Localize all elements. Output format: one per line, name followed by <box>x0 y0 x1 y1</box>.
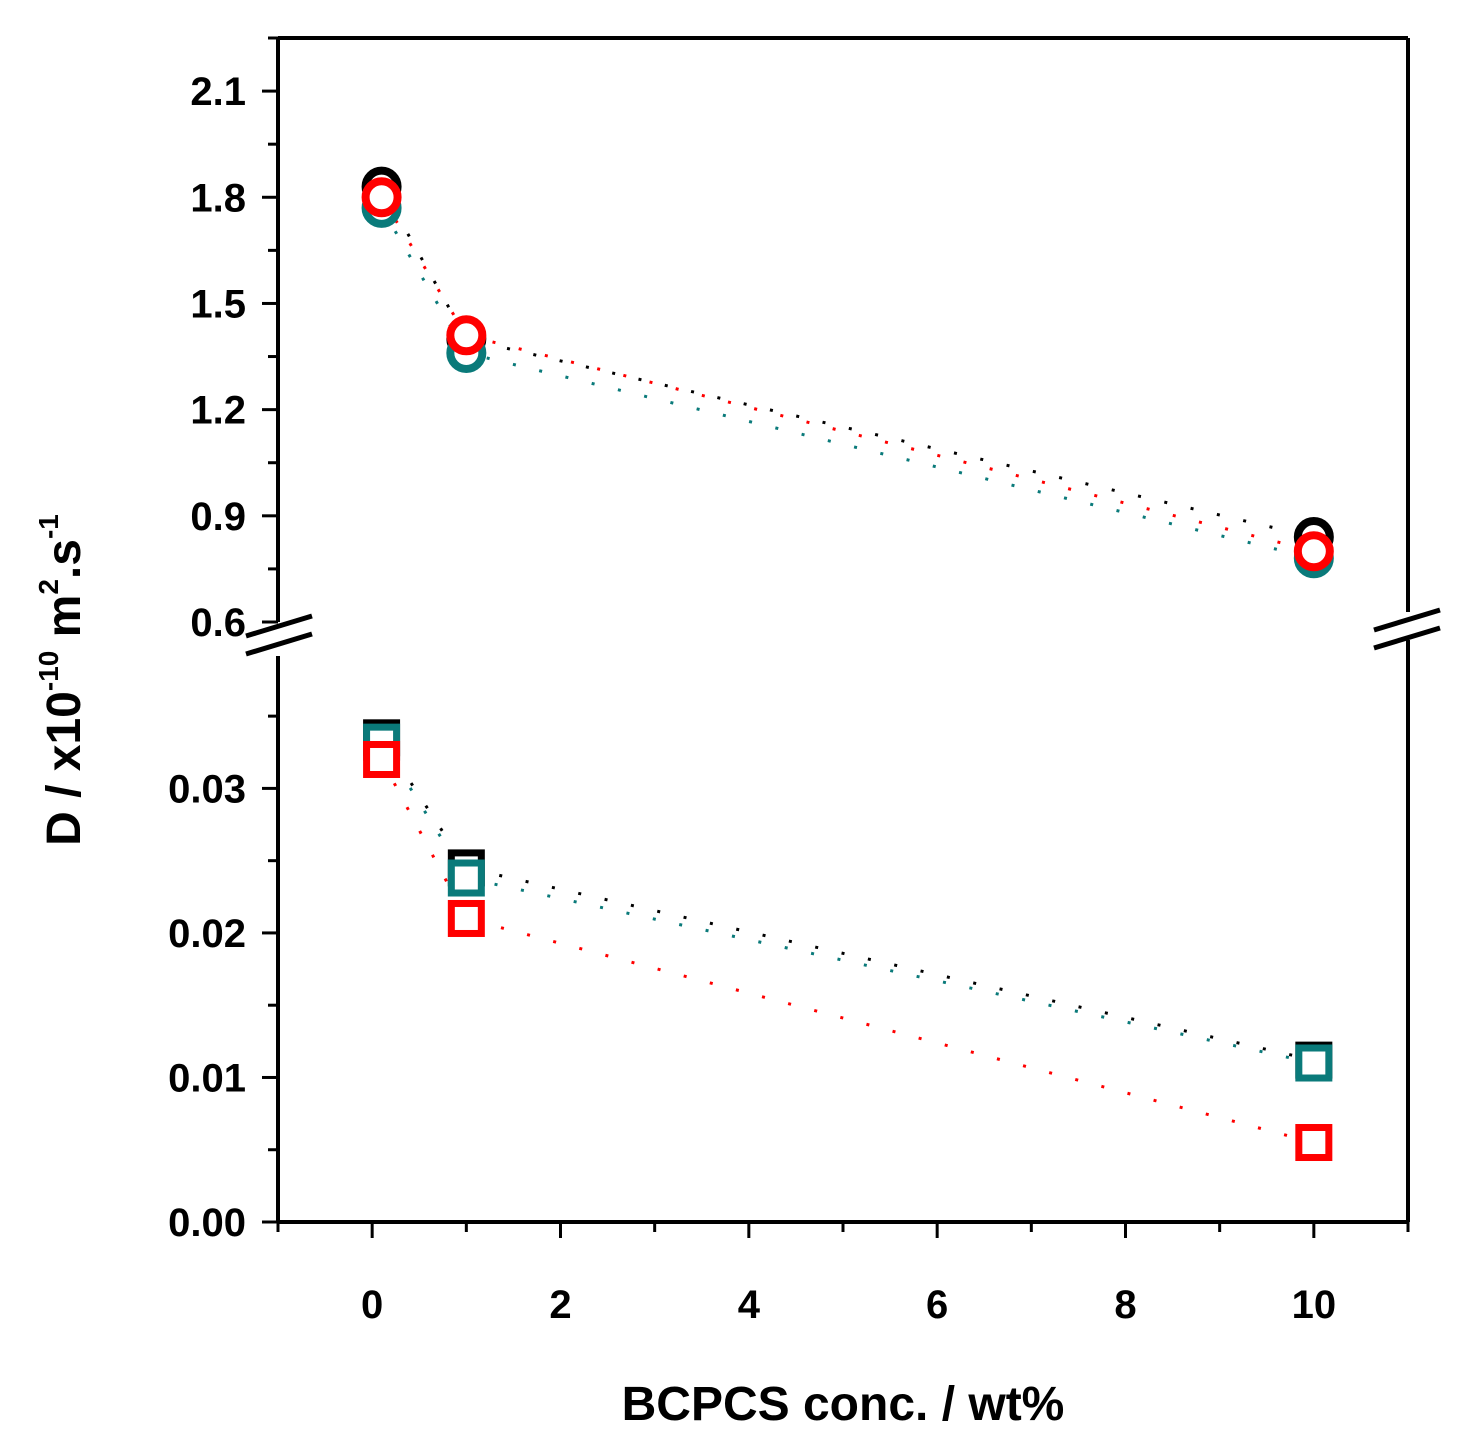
x-tick-label: 2 <box>549 1283 571 1327</box>
y-axis-title-unit1: m <box>38 595 91 651</box>
series-line-circle-teal <box>380 207 1315 560</box>
y-tick-label-upper: 0.6 <box>190 601 246 645</box>
ticks <box>262 36 1410 1238</box>
tick-labels: 0 2 4 6 8 10 0.6 0.9 1.2 1.5 1.8 2.1 0.00 0.01 0.02 0.0… <box>168 70 1336 1327</box>
marker-circle-red <box>361 177 402 218</box>
break-mark-left-1 <box>245 613 313 639</box>
y-tick-label-upper: 1.2 <box>190 389 246 433</box>
break-mark-left-2 <box>245 631 313 657</box>
y-axis-title-prefix: D / x10 <box>38 691 91 846</box>
marker-square-red <box>363 740 401 778</box>
y-tick-label-lower: 0.03 <box>168 767 246 811</box>
marker-square-teal <box>1295 1044 1333 1082</box>
x-axis-title: BCPCS conc. / wt% <box>622 1378 1065 1431</box>
x-tick-label: 6 <box>926 1283 948 1327</box>
y-axis-title-exp1: -10 <box>33 651 64 691</box>
y-axis-title-unit2: .s <box>38 539 91 579</box>
break-mark-right-2 <box>1373 625 1441 651</box>
x-tick-label: 4 <box>738 1283 761 1327</box>
series-line-square-black <box>380 736 1315 1062</box>
y-axis-title-exp2: 2 <box>33 579 64 595</box>
marker-circle-red <box>446 315 487 356</box>
break-mark-right-1 <box>1373 607 1441 633</box>
x-tick-label: 8 <box>1114 1283 1136 1327</box>
series-line-square-teal <box>380 741 1315 1065</box>
y-tick-label-upper: 0.9 <box>190 495 246 539</box>
y-axis-title-exp3: -1 <box>33 514 64 539</box>
x-tick-label: 0 <box>361 1283 383 1327</box>
y-tick-label-lower: 0.00 <box>168 1201 246 1245</box>
marker-circle-red <box>1293 531 1334 572</box>
series-line-circle-red <box>380 196 1315 553</box>
marker-square-teal <box>447 859 485 897</box>
y-tick-label-upper: 1.5 <box>190 282 246 326</box>
svg-text:D / x10-10 m2.s-1: D / x10-10 m2.s-1 <box>33 514 91 846</box>
y-axis-title: D / x10-10 m2.s-1 <box>33 514 91 846</box>
marker-square-red <box>1295 1124 1333 1162</box>
axis-break <box>245 607 1441 657</box>
marker-square-red <box>447 899 485 937</box>
y-tick-label-upper: 2.1 <box>190 70 246 114</box>
y-tick-label-lower: 0.02 <box>168 912 246 956</box>
series-line-square-red <box>380 758 1315 1144</box>
x-tick-label: 10 <box>1292 1283 1337 1327</box>
series-line-circle-black <box>380 185 1315 539</box>
series-lines <box>380 185 1315 1144</box>
y-tick-label-upper: 1.8 <box>190 176 246 220</box>
series-markers <box>361 166 1334 1162</box>
y-tick-label-lower: 0.01 <box>168 1056 246 1100</box>
